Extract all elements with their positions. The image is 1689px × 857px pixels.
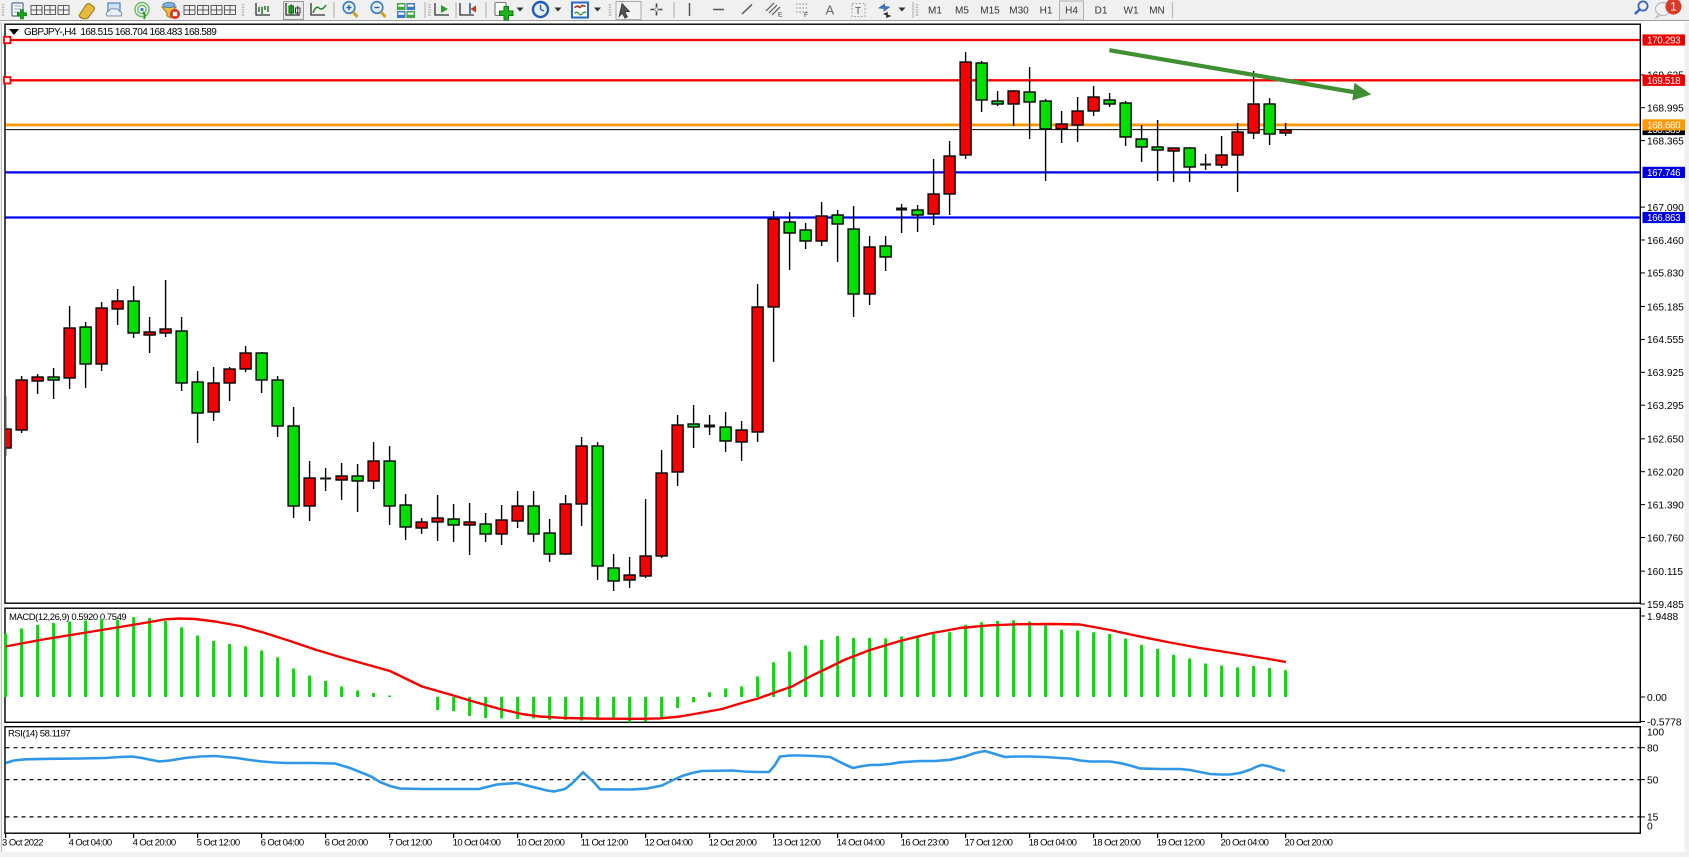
svg-text:W1: W1 — [1124, 6, 1139, 17]
svg-text:18 Oct 04:00: 18 Oct 04:00 — [1029, 838, 1077, 849]
svg-text:4 Oct 04:00: 4 Oct 04:00 — [69, 838, 112, 849]
svg-text:0: 0 — [1647, 821, 1653, 832]
svg-text:80: 80 — [1647, 744, 1659, 755]
svg-text:162.650: 162.650 — [1647, 435, 1684, 446]
svg-text:6 Oct 20:00: 6 Oct 20:00 — [325, 838, 368, 849]
svg-text:166.863: 166.863 — [1647, 213, 1681, 224]
svg-text:167.090: 167.090 — [1647, 203, 1684, 214]
svg-text:4 Oct 20:00: 4 Oct 20:00 — [133, 838, 176, 849]
svg-text:160.115: 160.115 — [1647, 567, 1683, 578]
svg-text:M15: M15 — [980, 6, 1000, 17]
svg-text:164.555: 164.555 — [1647, 335, 1684, 346]
svg-text:165.185: 165.185 — [1647, 302, 1684, 313]
svg-text:20 Oct 20:00: 20 Oct 20:00 — [1285, 838, 1333, 849]
svg-text:10 Oct 04:00: 10 Oct 04:00 — [453, 838, 501, 849]
svg-text:163.925: 163.925 — [1647, 368, 1684, 379]
svg-text:E: E — [778, 12, 783, 19]
svg-text:168.365: 168.365 — [1647, 136, 1684, 147]
svg-text:M30: M30 — [1009, 6, 1029, 17]
svg-text:10 Oct 20:00: 10 Oct 20:00 — [517, 838, 565, 849]
svg-text:F: F — [804, 12, 808, 19]
svg-text:3 Oct 2022: 3 Oct 2022 — [2, 838, 43, 849]
svg-text:20 Oct 04:00: 20 Oct 04:00 — [1221, 838, 1269, 849]
svg-text:17 Oct 12:00: 17 Oct 12:00 — [965, 838, 1013, 849]
svg-text:-0.5778: -0.5778 — [1647, 717, 1682, 728]
svg-text:14 Oct 04:00: 14 Oct 04:00 — [837, 838, 885, 849]
svg-text:100: 100 — [1647, 727, 1664, 738]
svg-text:H4: H4 — [1065, 6, 1078, 17]
svg-text:M1: M1 — [928, 6, 942, 17]
svg-text:169.518: 169.518 — [1647, 76, 1681, 87]
svg-text:163.295: 163.295 — [1647, 401, 1684, 412]
svg-text:168.660: 168.660 — [1647, 120, 1681, 131]
svg-text:MN: MN — [1149, 6, 1165, 17]
svg-text:170.293: 170.293 — [1647, 36, 1681, 47]
svg-text:RSI(14) 58.1197: RSI(14) 58.1197 — [8, 729, 70, 740]
svg-text:GBPJPY-,H4 168.515 168.704 16: GBPJPY-,H4 168.515 168.704 168.483 168.5… — [24, 27, 217, 38]
svg-text:7 Oct 12:00: 7 Oct 12:00 — [389, 838, 432, 849]
svg-text:A: A — [826, 3, 835, 18]
svg-text:H1: H1 — [1040, 6, 1053, 17]
svg-text:15: 15 — [1647, 813, 1659, 824]
svg-text:T: T — [855, 6, 861, 17]
svg-text:167.746: 167.746 — [1647, 168, 1681, 179]
svg-text:161.390: 161.390 — [1647, 500, 1684, 511]
svg-text:165.830: 165.830 — [1647, 269, 1684, 280]
svg-text:18 Oct 20:00: 18 Oct 20:00 — [1093, 838, 1141, 849]
svg-text:166.460: 166.460 — [1647, 236, 1684, 247]
svg-text:M5: M5 — [955, 6, 969, 17]
svg-text:5 Oct 12:00: 5 Oct 12:00 — [197, 838, 240, 849]
svg-text:12 Oct 04:00: 12 Oct 04:00 — [645, 838, 693, 849]
svg-text:50: 50 — [1647, 775, 1659, 786]
svg-text:1.9488: 1.9488 — [1647, 612, 1678, 623]
svg-text:16 Oct 23:00: 16 Oct 23:00 — [901, 838, 949, 849]
svg-text:0.00: 0.00 — [1647, 693, 1667, 704]
svg-text:11 Oct 12:00: 11 Oct 12:00 — [581, 838, 628, 849]
svg-text:19 Oct 12:00: 19 Oct 12:00 — [1157, 838, 1205, 849]
svg-text:160.760: 160.760 — [1647, 533, 1684, 544]
svg-text:168.995: 168.995 — [1647, 104, 1684, 115]
svg-text:159.485: 159.485 — [1647, 600, 1684, 611]
svg-text:162.020: 162.020 — [1647, 468, 1684, 479]
svg-text:12 Oct 20:00: 12 Oct 20:00 — [709, 838, 757, 849]
svg-text:6 Oct 04:00: 6 Oct 04:00 — [261, 838, 304, 849]
svg-text:13 Oct 12:00: 13 Oct 12:00 — [773, 838, 821, 849]
svg-text:1: 1 — [1670, 2, 1676, 14]
svg-text:MACD(12,26,9) 0.5920 0.7549: MACD(12,26,9) 0.5920 0.7549 — [9, 612, 126, 623]
svg-text:D1: D1 — [1095, 6, 1108, 17]
